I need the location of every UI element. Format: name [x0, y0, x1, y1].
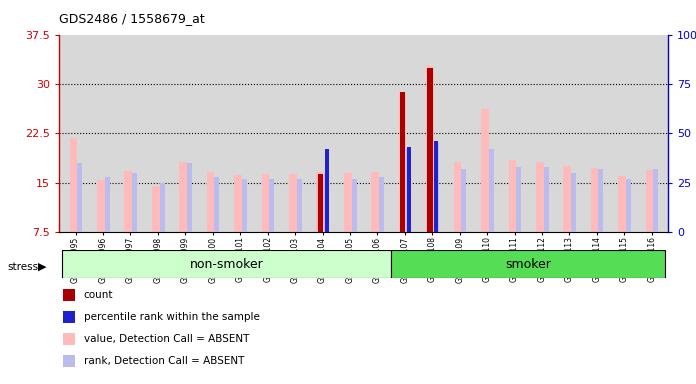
Bar — [242, 179, 247, 232]
Bar — [461, 169, 466, 232]
Bar — [344, 173, 351, 232]
Bar — [262, 174, 269, 232]
Bar — [296, 179, 301, 232]
Bar — [104, 177, 110, 232]
Bar — [434, 141, 438, 232]
Bar — [207, 172, 214, 232]
Text: value, Detection Call = ABSENT: value, Detection Call = ABSENT — [84, 334, 249, 344]
Bar — [351, 179, 356, 232]
Bar — [269, 179, 274, 232]
Bar — [489, 149, 493, 232]
Bar — [70, 138, 77, 232]
Bar — [516, 167, 521, 232]
Bar — [152, 186, 159, 232]
Bar — [481, 109, 489, 232]
Bar — [571, 173, 576, 232]
Bar — [132, 173, 137, 232]
Text: percentile rank within the sample: percentile rank within the sample — [84, 312, 260, 322]
Bar — [399, 92, 406, 232]
Bar — [618, 176, 626, 232]
Bar — [62, 250, 391, 278]
Bar — [654, 169, 658, 232]
Bar — [563, 166, 571, 232]
Bar — [318, 174, 323, 232]
Bar — [391, 250, 665, 278]
Bar — [646, 170, 654, 232]
Bar — [379, 177, 384, 232]
Text: rank, Detection Call = ABSENT: rank, Detection Call = ABSENT — [84, 356, 244, 366]
Bar — [400, 92, 405, 232]
Text: ▶: ▶ — [38, 262, 47, 272]
Text: smoker: smoker — [505, 258, 551, 270]
Bar — [599, 169, 603, 232]
Bar — [234, 175, 242, 232]
Bar — [591, 168, 599, 232]
Bar — [544, 167, 548, 232]
Bar — [407, 147, 411, 232]
Bar — [159, 183, 164, 232]
Bar — [77, 163, 82, 232]
Bar — [214, 177, 219, 232]
Bar — [536, 162, 544, 232]
Bar — [324, 173, 329, 232]
Bar — [317, 172, 324, 232]
Bar — [97, 180, 104, 232]
Bar — [125, 171, 132, 232]
Bar — [325, 149, 329, 232]
Bar — [187, 163, 192, 232]
Text: count: count — [84, 290, 113, 300]
Bar — [427, 68, 433, 232]
Text: GDS2486 / 1558679_at: GDS2486 / 1558679_at — [59, 12, 205, 25]
Bar — [626, 179, 631, 232]
Bar — [372, 172, 379, 232]
Bar — [289, 174, 296, 232]
Bar — [509, 160, 516, 232]
Bar — [426, 66, 434, 232]
Text: stress: stress — [7, 262, 38, 272]
Bar — [454, 162, 461, 232]
Text: non-smoker: non-smoker — [189, 258, 263, 270]
Bar — [434, 143, 438, 232]
Bar — [406, 149, 411, 232]
Bar — [180, 162, 187, 232]
